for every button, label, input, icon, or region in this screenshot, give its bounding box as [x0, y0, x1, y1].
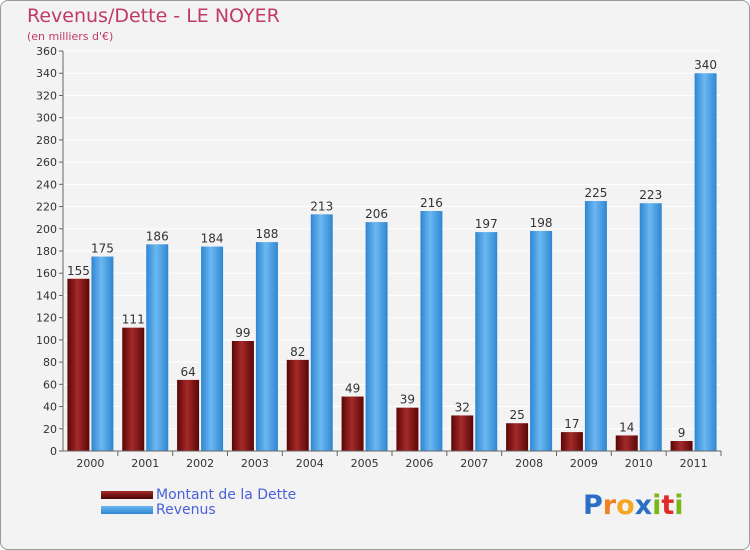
bar-revenue: [365, 222, 388, 451]
data-label-debt: 9: [678, 426, 686, 440]
x-tick-label: 2007: [460, 457, 488, 470]
logo-letter: r: [602, 490, 617, 521]
y-tick-label: 240: [36, 178, 57, 191]
y-tick-label: 160: [36, 267, 57, 280]
data-label-debt: 25: [509, 408, 524, 422]
legend-item-revenue: Revenus: [101, 501, 296, 518]
bar-debt: [122, 327, 145, 451]
data-label-revenue: 198: [530, 216, 553, 230]
y-tick-label: 280: [36, 134, 57, 147]
proxiti-logo: Proxiti: [583, 490, 684, 521]
data-label-revenue: 188: [255, 227, 278, 241]
legend-swatch-debt: [101, 490, 153, 499]
data-label-debt: 39: [400, 393, 415, 407]
bar-revenue: [584, 201, 607, 451]
data-label-revenue: 175: [91, 242, 114, 256]
x-tick-label: 2004: [296, 457, 324, 470]
y-tick-label: 140: [36, 289, 57, 302]
bar-revenue: [255, 242, 278, 451]
data-label-revenue: 225: [584, 186, 607, 200]
x-tick-label: 2002: [186, 457, 214, 470]
data-label-debt: 99: [235, 326, 250, 340]
data-label-revenue: 223: [639, 188, 662, 202]
data-label-debt: 64: [180, 365, 195, 379]
x-tick-label: 2000: [76, 457, 104, 470]
data-label-revenue: 197: [475, 217, 498, 231]
y-tick-label: 80: [43, 356, 57, 369]
y-tick-label: 20: [43, 423, 57, 436]
bar-debt: [286, 359, 309, 451]
logo-letter: o: [616, 490, 635, 521]
data-label-revenue: 213: [310, 199, 333, 213]
y-tick-label: 340: [36, 67, 57, 80]
bar-debt: [506, 423, 529, 451]
y-tick-label: 200: [36, 223, 57, 236]
logo-letter: i: [674, 490, 684, 521]
x-tick-label: 2010: [625, 457, 653, 470]
bar-debt: [231, 341, 254, 451]
y-tick-label: 100: [36, 334, 57, 347]
legend-swatch-revenue: [101, 505, 153, 514]
legend-label-revenue: Revenus: [156, 501, 216, 518]
data-label-debt: 111: [122, 313, 145, 327]
logo-letter: x: [634, 490, 653, 521]
x-tick-label: 2005: [351, 457, 379, 470]
bar-revenue: [694, 73, 717, 451]
data-label-debt: 49: [345, 382, 360, 396]
logo-letter: P: [583, 490, 603, 521]
x-tick-label: 2011: [680, 457, 708, 470]
logo-letter: t: [661, 490, 675, 521]
x-tick-label: 2006: [405, 457, 433, 470]
y-tick-label: 0: [50, 445, 57, 458]
data-label-debt: 155: [67, 264, 90, 278]
bar-debt: [396, 407, 419, 451]
logo-letter: i: [652, 490, 662, 521]
bar-debt: [560, 432, 583, 451]
chart-title: Revenus/Dette - LE NOYER: [27, 5, 280, 27]
bar-revenue: [475, 232, 498, 451]
bar-revenue: [420, 211, 443, 451]
bar-revenue: [639, 203, 662, 451]
bar-revenue: [201, 246, 224, 451]
x-tick-label: 2009: [570, 457, 598, 470]
x-tick-label: 2003: [241, 457, 269, 470]
data-label-debt: 17: [564, 417, 579, 431]
chart-legend: Montant de la Dette Revenus: [101, 486, 297, 518]
data-label-revenue: 186: [146, 229, 169, 243]
x-tick-label: 2001: [131, 457, 159, 470]
x-tick-label: 2008: [515, 457, 543, 470]
bar-debt: [451, 415, 474, 451]
y-tick-label: 120: [36, 312, 57, 325]
bar-revenue: [146, 244, 169, 451]
bar-debt: [341, 396, 364, 451]
bar-debt: [615, 435, 638, 451]
y-tick-label: 60: [43, 378, 57, 391]
data-label-revenue: 216: [420, 196, 443, 210]
data-label-debt: 82: [290, 345, 305, 359]
bar-revenue: [530, 231, 553, 451]
bar-revenue: [310, 214, 333, 451]
y-tick-label: 220: [36, 201, 57, 214]
bar-revenue: [91, 256, 114, 451]
bar-debt: [670, 441, 693, 451]
bar-debt: [67, 278, 90, 451]
data-label-revenue: 206: [365, 207, 388, 221]
y-tick-label: 40: [43, 401, 57, 414]
y-tick-label: 320: [36, 89, 57, 102]
data-label-revenue: 340: [694, 58, 717, 72]
chart-subtitle: (en milliers d'€): [27, 30, 114, 43]
y-tick-label: 360: [36, 45, 57, 58]
data-label-debt: 32: [455, 400, 470, 414]
legend-label-debt: Montant de la Dette: [156, 486, 297, 503]
legend-item-debt: Montant de la Dette: [101, 486, 297, 503]
y-tick-label: 300: [36, 112, 57, 125]
data-label-debt: 14: [619, 420, 634, 434]
y-tick-label: 180: [36, 245, 57, 258]
bar-debt: [177, 379, 200, 451]
y-tick-label: 260: [36, 156, 57, 169]
data-label-revenue: 184: [201, 232, 224, 246]
